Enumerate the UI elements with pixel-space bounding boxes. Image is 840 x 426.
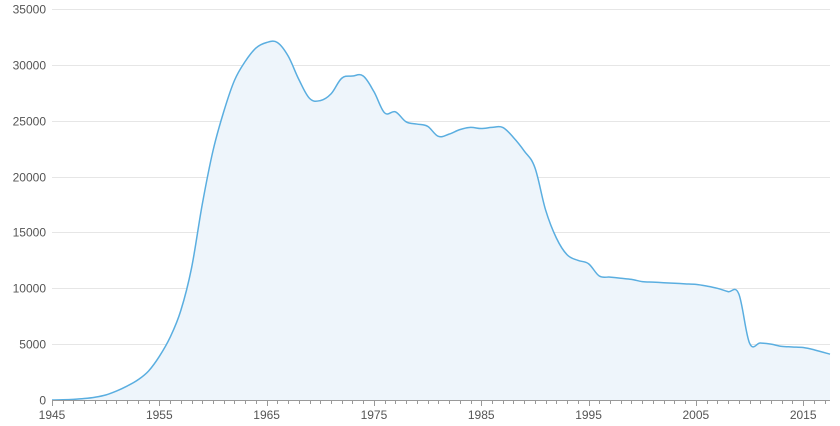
series-area [51,40,831,401]
x-tick-label: 2015 [790,408,817,422]
y-tick-label: 20000 [13,171,47,185]
y-axis: 0 5000 10000 15000 20000 25000 30000 35000 [13,3,47,408]
area-fill [52,41,830,400]
series-line [51,40,831,401]
x-tick-label: 1955 [146,408,173,422]
y-tick-label: 0 [39,394,46,408]
x-tick-label: 1975 [361,408,388,422]
x-axis: 1945 1955 1965 1975 1985 1995 2005 2015 [39,400,830,422]
y-tick-label: 5000 [19,338,46,352]
y-tick-label: 25000 [13,115,47,129]
y-tick-label: 35000 [13,3,47,17]
y-tick-label: 15000 [13,226,47,240]
x-tick-label: 1985 [468,408,495,422]
x-tick-label: 1995 [575,408,602,422]
y-tick-label: 30000 [13,59,47,73]
x-tick-label: 2005 [683,408,710,422]
x-tick-label: 1945 [39,408,66,422]
x-tick-label: 1965 [253,408,280,422]
y-tick-label: 10000 [13,282,47,296]
